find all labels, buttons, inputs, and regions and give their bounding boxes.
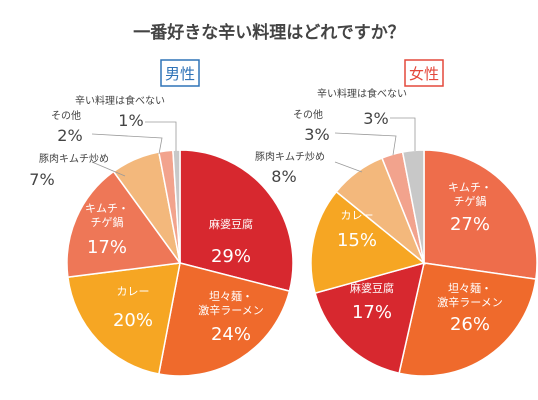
pie-slice xyxy=(398,262,537,377)
leader-line xyxy=(91,161,126,177)
slice-value: 3% xyxy=(363,109,388,128)
slice-label: 辛い料理は食べない xyxy=(317,87,407,100)
pie-slice xyxy=(179,149,294,293)
pie-slice xyxy=(314,261,426,375)
slice-value: 29% xyxy=(211,246,251,267)
slice-value: 17% xyxy=(87,237,127,258)
slice-value: 1% xyxy=(118,111,143,130)
slice-label: 麻婆豆腐 xyxy=(350,281,394,295)
slice-value: 2% xyxy=(57,126,82,145)
slice-value: 20% xyxy=(113,310,153,331)
slice-label: キムチ・チゲ鍋 xyxy=(85,202,129,229)
leader-line xyxy=(334,161,363,173)
pie-slice xyxy=(401,149,425,264)
slice-label: カレー xyxy=(117,285,150,298)
slice-value: 3% xyxy=(304,125,329,144)
slice-value: 7% xyxy=(29,170,54,189)
slice-label: 豚肉キムチ炒め xyxy=(39,152,109,165)
slice-label: カレー xyxy=(341,209,374,222)
slice-label: 坦々麺・激辛ラーメン xyxy=(437,281,503,309)
leader-line xyxy=(334,132,397,156)
pie-slice xyxy=(172,149,181,264)
pie-slice xyxy=(157,262,291,377)
slice-label: キムチ・チゲ鍋 xyxy=(448,181,492,208)
slice-value: 24% xyxy=(211,324,251,345)
leader-line xyxy=(145,121,177,151)
slice-value: 26% xyxy=(450,314,490,335)
slice-value: 27% xyxy=(450,214,490,235)
slice-label: 豚肉キムチ炒め xyxy=(255,150,325,163)
slice-label: その他 xyxy=(51,109,81,122)
gender-badge: 男性 xyxy=(165,65,195,83)
slice-label: 麻婆豆腐 xyxy=(209,217,253,231)
gender-badge-box xyxy=(404,59,444,87)
slice-label: 坦々麺・激辛ラーメン xyxy=(198,289,264,317)
chart-title: 一番好きな辛い料理はどれですか？ xyxy=(133,22,405,43)
slice-label: 辛い料理は食べない xyxy=(75,94,165,107)
gender-badge-box xyxy=(160,59,200,87)
leader-line xyxy=(91,133,163,155)
pie-slice xyxy=(67,262,181,375)
slice-label: その他 xyxy=(293,108,323,121)
slice-value: 15% xyxy=(337,230,377,251)
pie-slice xyxy=(423,149,538,280)
slice-value: 8% xyxy=(271,167,296,186)
pie-slice xyxy=(310,190,426,295)
leader-line xyxy=(390,117,416,151)
gender-badge: 女性 xyxy=(409,65,439,83)
slice-value: 17% xyxy=(352,302,392,323)
pie-slice xyxy=(66,170,182,278)
